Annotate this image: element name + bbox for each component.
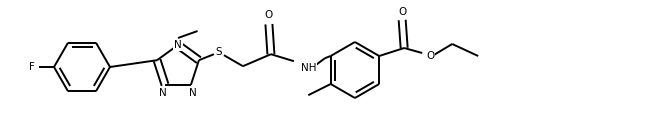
Text: N: N <box>189 88 197 98</box>
Text: F: F <box>29 62 34 72</box>
Text: S: S <box>215 47 222 57</box>
Text: O: O <box>398 7 406 17</box>
Text: N: N <box>174 40 182 50</box>
Text: O: O <box>426 51 434 61</box>
Text: NH: NH <box>301 63 317 73</box>
Text: O: O <box>265 10 273 20</box>
Text: N: N <box>159 88 167 98</box>
